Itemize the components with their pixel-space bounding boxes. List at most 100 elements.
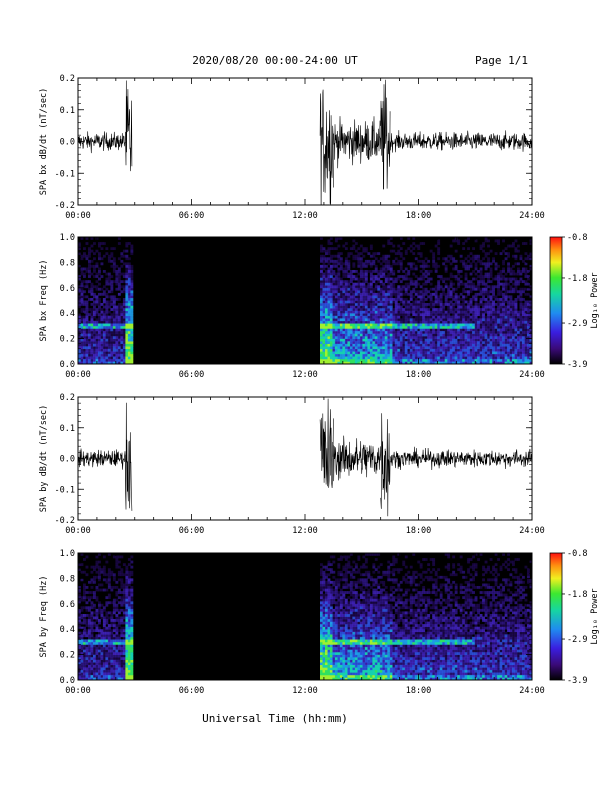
spectrogram-cell (497, 306, 500, 309)
spectrogram-cell (355, 255, 358, 258)
spectrogram-cell (370, 328, 373, 331)
spectrogram-cell (125, 311, 128, 314)
spectrogram-cell (86, 328, 89, 331)
spectrogram-cell (497, 265, 500, 268)
spectrogram-cell (455, 356, 458, 359)
spectrogram-cell (91, 652, 94, 655)
spectrogram-cell (345, 293, 348, 296)
spectrogram-cell (465, 257, 468, 260)
spectrogram-cell (365, 331, 368, 334)
spectrogram-cell (412, 247, 415, 250)
spectrogram-cell (487, 323, 490, 326)
spectrogram-cell (335, 262, 338, 265)
spectrogram-cell (445, 298, 448, 301)
spectrogram-cell (495, 351, 498, 354)
spectrogram-cell (477, 326, 480, 329)
spectrogram-cell (108, 328, 111, 331)
spectrogram-cell (120, 290, 123, 293)
spectrogram-cell (123, 298, 126, 301)
spectrogram-cell (495, 316, 498, 319)
spectrogram-cell (115, 639, 118, 642)
spectrogram-cell (98, 632, 101, 635)
spectrogram-cell (465, 351, 468, 354)
spectrogram-cell (467, 339, 470, 342)
spectrogram-cell (412, 290, 415, 293)
spectrogram-cell (527, 308, 530, 311)
spectrogram-cell (115, 662, 118, 665)
spectrogram-cell (83, 639, 86, 642)
spectrogram-cell (392, 245, 395, 248)
spectrogram-cell (115, 316, 118, 319)
spectrogram-cell (125, 268, 128, 271)
spectrogram-cell (355, 326, 358, 329)
spectrogram-cell (480, 336, 483, 339)
spectrogram-cell (500, 344, 503, 347)
spectrogram-cell (395, 280, 398, 283)
spectrogram-cell (113, 262, 116, 265)
spectrogram-cell (375, 316, 378, 319)
spectrogram-cell (345, 351, 348, 354)
spectrogram-cell (113, 265, 116, 268)
spectrogram-cell (390, 250, 393, 253)
spectrogram-cell (452, 275, 455, 278)
spectrogram-cell (490, 273, 493, 276)
spectrogram-cell (475, 356, 478, 359)
spectrogram-cell (475, 321, 478, 324)
spectrogram-cell (380, 313, 383, 316)
spectrogram-cell (457, 270, 460, 273)
x-tick-label: 06:00 (179, 526, 205, 536)
spectrogram-cell (118, 356, 121, 359)
spectrogram-cell (487, 275, 490, 278)
spectrogram-cell (495, 356, 498, 359)
spectrogram-cell (445, 323, 448, 326)
spectrogram-cell (81, 675, 84, 678)
spectrogram-cell (425, 293, 428, 296)
spectrogram-cell (527, 349, 530, 352)
spectrogram-cell (118, 622, 121, 625)
spectrogram-cell (332, 351, 335, 354)
spectrogram-cell (465, 344, 468, 347)
spectrogram-cell (397, 260, 400, 263)
spectrogram-cell (325, 298, 328, 301)
spectrogram-cell (362, 346, 365, 349)
spectrogram-cell (390, 328, 393, 331)
spectrogram-cell (375, 341, 378, 344)
spectrogram-cell (118, 561, 121, 564)
spectrogram-cell (108, 295, 111, 298)
spectrogram-cell (517, 295, 520, 298)
spectrogram-cell (91, 665, 94, 668)
spectrogram-cell (412, 311, 415, 314)
spectrogram-cell (352, 351, 355, 354)
spectrogram-cell (497, 313, 500, 316)
spectrogram-cell (93, 624, 96, 627)
spectrogram-cell (86, 624, 89, 627)
spectrogram-cell (345, 265, 348, 268)
spectrogram-cell (472, 288, 475, 291)
spectrogram-cell (472, 298, 475, 301)
spectrogram-cell (103, 639, 106, 642)
spectrogram-cell (515, 336, 518, 339)
spectrogram-cell (380, 298, 383, 301)
spectrogram-cell (128, 262, 131, 265)
spectrogram-cell (482, 339, 485, 342)
spectrogram-cell (352, 247, 355, 250)
spectrogram-cell (420, 265, 423, 268)
spectrogram-cell (105, 293, 108, 296)
spectrogram-cell (332, 301, 335, 304)
spectrogram-cell (350, 308, 353, 311)
spectrogram-cell (347, 285, 350, 288)
spectrogram-cell (457, 313, 460, 316)
spectrogram-cell (372, 280, 375, 283)
spectrogram-cell (108, 346, 111, 349)
spectrogram-cell (325, 336, 328, 339)
spectrogram-cell (86, 295, 89, 298)
spectrogram-cell (91, 586, 94, 589)
spectrogram-cell (345, 288, 348, 291)
spectrogram-cell (462, 242, 465, 245)
spectrogram-cell (445, 295, 448, 298)
spectrogram-cell (105, 644, 108, 647)
spectrogram-cell (323, 328, 326, 331)
spectrogram-cell (467, 321, 470, 324)
spectrogram-cell (492, 341, 495, 344)
spectrogram-cell (502, 306, 505, 309)
